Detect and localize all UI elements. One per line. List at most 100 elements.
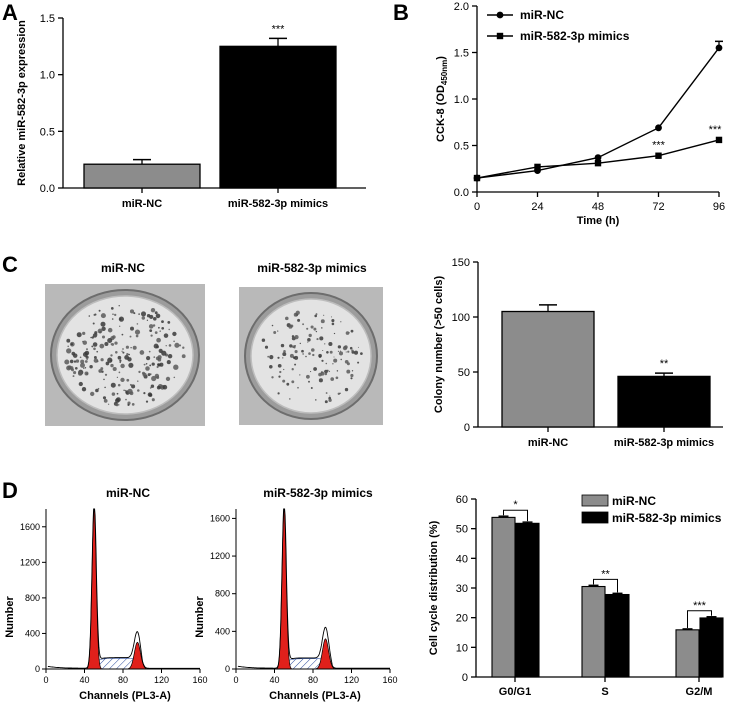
data-point-circle bbox=[594, 154, 602, 161]
panel-label-a: A bbox=[2, 0, 18, 25]
y-tick-label: 800 bbox=[25, 593, 40, 603]
significance-marker: ** bbox=[601, 568, 610, 580]
colony-dot bbox=[86, 358, 88, 361]
chart-d-y-tick-label: 10 bbox=[456, 642, 468, 654]
colony-photo-title-nc: miR-NC bbox=[101, 261, 145, 275]
colony-dot bbox=[123, 389, 125, 392]
colony-dot bbox=[302, 353, 304, 355]
colony-dot bbox=[283, 368, 285, 371]
colony-dot bbox=[83, 367, 85, 369]
significance-marker: * bbox=[513, 499, 518, 511]
colony-dot bbox=[325, 362, 328, 365]
colony-dot bbox=[94, 331, 98, 335]
panel-label-b: B bbox=[393, 0, 409, 25]
colony-dot bbox=[344, 345, 348, 349]
colony-dot bbox=[156, 365, 159, 369]
colony-dot bbox=[273, 331, 277, 334]
colony-dot bbox=[299, 374, 301, 376]
colony-dot bbox=[140, 311, 147, 317]
colony-dot bbox=[329, 350, 333, 354]
colony-dot bbox=[162, 384, 168, 390]
colony-dot bbox=[85, 355, 89, 359]
chart-b-y-tick-label: 1.0 bbox=[454, 94, 469, 106]
colony-dot bbox=[332, 363, 334, 365]
bar-s-1 bbox=[581, 585, 606, 678]
legend-marker-circle bbox=[496, 11, 504, 19]
chart-a-y-tick-label: 0.0 bbox=[40, 183, 55, 195]
x-tick-label: 40 bbox=[269, 675, 279, 685]
colony-dot bbox=[153, 343, 159, 349]
colony-dot bbox=[79, 356, 82, 359]
colony-dot bbox=[351, 349, 354, 353]
histogram-envelope bbox=[237, 508, 390, 669]
colony-dot bbox=[69, 359, 74, 364]
significance-bracket bbox=[503, 509, 528, 522]
legend-label: miR-NC bbox=[612, 494, 656, 508]
colony-dot bbox=[110, 354, 113, 357]
colony-dot bbox=[127, 403, 130, 406]
colony-dot bbox=[104, 386, 106, 389]
colony-dot bbox=[91, 336, 95, 339]
legend-label: miR-582-3p mimics bbox=[520, 29, 630, 43]
legend-label: miR-582-3p mimics bbox=[612, 511, 722, 525]
colony-dot bbox=[154, 311, 158, 315]
colony-dot bbox=[103, 378, 105, 381]
x-tick-label: 80 bbox=[118, 675, 128, 685]
colony-dot bbox=[173, 340, 175, 343]
colony-dot bbox=[152, 324, 156, 327]
colony-dot bbox=[159, 330, 161, 332]
colony-dot bbox=[291, 380, 295, 384]
petri-dish-photo-mimics bbox=[239, 287, 383, 425]
colony-dot bbox=[155, 313, 161, 319]
colony-dot bbox=[337, 350, 340, 353]
colony-dot bbox=[145, 400, 149, 403]
y-tick-label: 400 bbox=[215, 626, 230, 636]
y-axis-title: Cell cycle distribution (%) bbox=[428, 520, 440, 655]
g1-peak-fill bbox=[275, 508, 294, 670]
colony-dot bbox=[318, 378, 323, 383]
x-tick-label: 40 bbox=[79, 675, 89, 685]
colony-dot bbox=[125, 345, 129, 349]
colony-dot bbox=[168, 328, 170, 331]
colony-dot bbox=[117, 383, 121, 387]
colony-dot bbox=[172, 331, 177, 337]
colony-dot bbox=[349, 346, 353, 350]
y-tick-label: 800 bbox=[215, 589, 230, 599]
colony-dot bbox=[64, 359, 70, 365]
colony-dot bbox=[271, 324, 274, 327]
colony-dot bbox=[337, 392, 341, 396]
colony-dot bbox=[151, 362, 155, 366]
colony-dot bbox=[308, 352, 311, 355]
colony-dot bbox=[119, 325, 121, 327]
colony-dot bbox=[84, 367, 87, 369]
colony-dot bbox=[112, 366, 117, 372]
colony-dot bbox=[167, 321, 171, 324]
colony-dot bbox=[129, 335, 132, 338]
colony-dot bbox=[264, 345, 269, 349]
colony-dot bbox=[261, 338, 266, 342]
flow-histogram-mimics: 0 400 800 1200 1600 0 40 80 120 160 Channels (PL3-… bbox=[194, 508, 398, 702]
colony-dot bbox=[299, 342, 301, 345]
data-point-square bbox=[715, 136, 723, 144]
x-category-label: miR-NC bbox=[122, 198, 162, 210]
x-category-label: miR-582-3p mimics bbox=[228, 198, 328, 210]
x-tick-label: 72 bbox=[652, 201, 664, 213]
significance-bracket bbox=[593, 578, 618, 593]
colony-dot bbox=[116, 376, 119, 378]
x-tick-label: 48 bbox=[592, 201, 604, 213]
colony-dot bbox=[301, 349, 304, 353]
significance-marker: *** bbox=[693, 600, 707, 612]
colony-dot bbox=[86, 348, 88, 350]
colony-dot bbox=[339, 350, 342, 352]
chart-b-cck8-growth: 0.0 0.5 1.0 1.5 2.0 0 24 48 72 96 Time (h) CCK-8 (O… bbox=[435, 1, 725, 227]
colony-dot bbox=[91, 345, 94, 348]
colony-dot bbox=[277, 330, 279, 332]
x-tick-label: 80 bbox=[308, 675, 318, 685]
colony-dot bbox=[77, 371, 83, 376]
colony-dot bbox=[323, 370, 326, 373]
colony-dot bbox=[308, 380, 310, 383]
colony-dot bbox=[88, 315, 91, 317]
colony-dot bbox=[154, 373, 160, 379]
colony-dot bbox=[107, 357, 113, 363]
colony-dot bbox=[70, 368, 75, 372]
